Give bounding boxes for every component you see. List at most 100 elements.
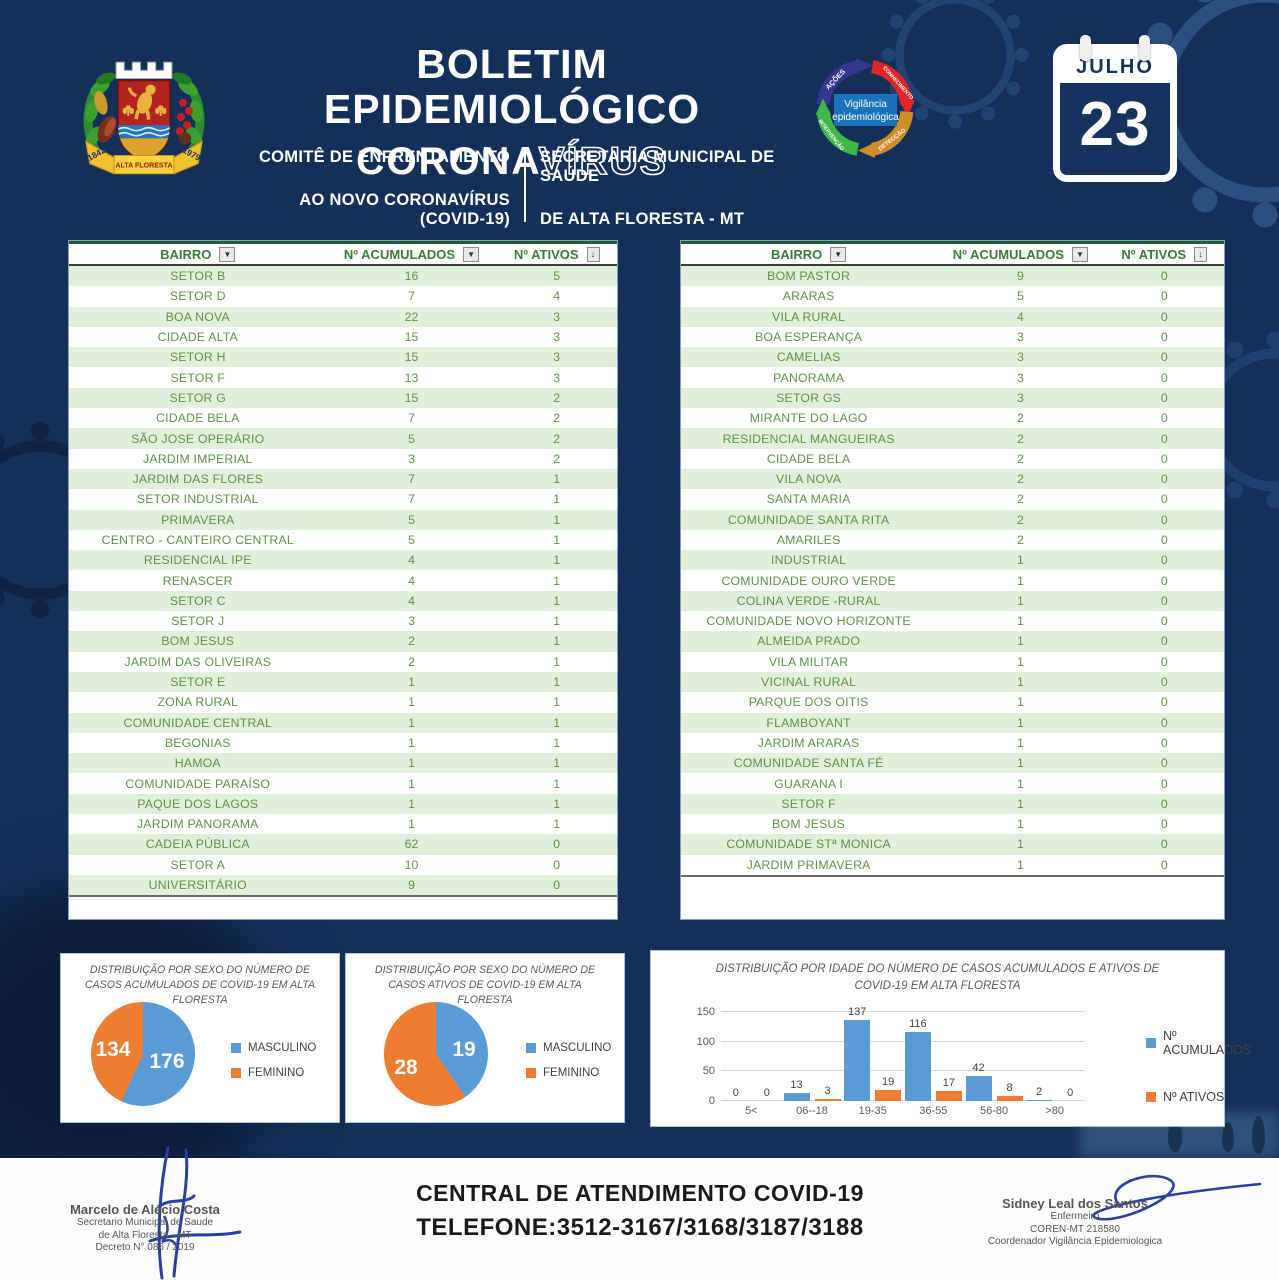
cell-acumulados: 62 bbox=[404, 837, 419, 852]
cell-bairro: COMUNIDADE PARAÍSO bbox=[125, 776, 271, 791]
title-virus-outline: VÍRUS bbox=[538, 139, 668, 184]
y-axis-tick: 150 bbox=[696, 1006, 715, 1018]
title-line-1: BOLETIM EPIDEMIOLÓGICO bbox=[323, 41, 701, 133]
cell-acumulados: 2 bbox=[1016, 411, 1024, 426]
bar-ativos bbox=[875, 1089, 902, 1101]
table-body: BOM PASTOR 9 0 ARARAS 5 0 VILA RURAL 4 0 BOA ESPE… bbox=[681, 266, 1224, 877]
table-row: CIDADE ALTA 15 3 bbox=[69, 327, 617, 347]
bar-value-label: 137 bbox=[847, 1005, 867, 1018]
cell-acumulados: 1 bbox=[1016, 817, 1024, 832]
bar-acumulados bbox=[1026, 1099, 1053, 1101]
cell-acumulados: 1 bbox=[1016, 715, 1024, 730]
filter-dropdown-icon[interactable]: ▼ bbox=[219, 246, 236, 262]
bar-acumulados bbox=[904, 1032, 931, 1101]
legend-label: Nº ACUMULADOS bbox=[1163, 1029, 1252, 1057]
bar-value-label: 42 bbox=[972, 1062, 985, 1075]
cycle-center-line-1: Vigilância bbox=[844, 99, 887, 110]
table-row: SETOR J 3 1 bbox=[69, 611, 617, 631]
sort-icon[interactable]: ↓ bbox=[1194, 246, 1208, 262]
x-axis-label: 36-55 bbox=[919, 1105, 948, 1117]
table-row: COMUNIDADE OURO VERDE 1 0 bbox=[681, 570, 1224, 590]
table-row: SANTA MARIA 2 0 bbox=[681, 489, 1224, 509]
bar-group: 0 0 5< bbox=[721, 1012, 782, 1117]
cell-ativos: 0 bbox=[1160, 411, 1168, 426]
calendar-clip-icon bbox=[1139, 35, 1150, 61]
cell-ativos: 0 bbox=[1160, 553, 1168, 568]
cell-bairro: COMUNIDADE SANTA RITA bbox=[727, 512, 890, 527]
table-row: BOM JESUS 1 0 bbox=[681, 814, 1224, 834]
background-droplet bbox=[1252, 1116, 1265, 1154]
pie-chart: 19 28 bbox=[384, 1002, 488, 1106]
call-center-title: CENTRAL DE ATENDIMENTO COVID-19 bbox=[416, 1180, 864, 1206]
calendar-day: 23 bbox=[1079, 90, 1151, 159]
cell-bairro: COMUNIDADE NOVO HORIZONTE bbox=[706, 614, 911, 629]
table-row: SETOR INDUSTRIAL 7 1 bbox=[69, 489, 617, 509]
cell-bairro: SETOR D bbox=[169, 289, 226, 304]
cell-bairro: MIRANTE DO LAGO bbox=[749, 411, 868, 426]
table-row: VILA MILITAR 1 0 bbox=[681, 652, 1224, 672]
bar-wrap: 8 bbox=[996, 1012, 1023, 1101]
sort-icon[interactable]: ↓ bbox=[586, 246, 600, 262]
cell-bairro: VILA NOVA bbox=[776, 472, 842, 487]
cell-bairro: AMARILES bbox=[776, 533, 841, 547]
cell-bairro: PANORAMA bbox=[773, 370, 845, 385]
cell-ativos: 0 bbox=[553, 857, 561, 872]
filter-dropdown-icon[interactable]: ▼ bbox=[1071, 246, 1088, 262]
pie-chart-accumulated-by-sex: DISTRIBUIÇÃO POR SEXO DO NÚMERO DE CASOS… bbox=[60, 953, 340, 1123]
bar-acumulados bbox=[783, 1093, 810, 1101]
signatory-role: Coordenador Vigilância Epidemiologica bbox=[987, 1236, 1163, 1247]
cell-acumulados: 1 bbox=[408, 756, 415, 771]
cell-bairro: COLINA VERDE -RURAL bbox=[736, 593, 881, 608]
y-axis-tick: 100 bbox=[696, 1035, 715, 1048]
cell-acumulados: 2 bbox=[1016, 533, 1024, 547]
cell-acumulados: 1 bbox=[1016, 695, 1024, 710]
cell-ativos: 0 bbox=[1160, 533, 1168, 547]
cell-acumulados: 1 bbox=[1016, 756, 1024, 771]
cell-bairro: VICINAL RURAL bbox=[761, 675, 857, 690]
cell-ativos: 3 bbox=[553, 350, 561, 365]
cell-bairro: SETOR H bbox=[169, 350, 226, 365]
bar-group: 116 17 36-55 bbox=[903, 1012, 964, 1117]
filter-dropdown-icon[interactable]: ▼ bbox=[830, 246, 847, 262]
table-row: JARDIM IMPERIAL 3 2 bbox=[69, 449, 617, 469]
legend-label: FEMININO bbox=[248, 1067, 305, 1079]
bar-wrap: 42 bbox=[965, 1012, 992, 1101]
gridline bbox=[721, 1100, 1085, 1101]
bar-wrap: 0 bbox=[754, 1012, 780, 1101]
cell-acumulados: 4 bbox=[1016, 309, 1024, 324]
table-row: JARDIM PANORAMA 1 1 bbox=[69, 814, 617, 834]
title-line-2: CORONAVÍRUS bbox=[222, 139, 802, 184]
cell-bairro: COMUNIDADE STª MONICA bbox=[726, 837, 891, 852]
cell-ativos: 1 bbox=[553, 735, 561, 750]
table-row: CIDADE BELA 7 2 bbox=[69, 408, 617, 428]
table-row: COMUNIDADE STª MONICA 1 0 bbox=[681, 834, 1224, 855]
signatory-decree: Decreto N° 086 / 2019 bbox=[95, 1242, 195, 1253]
epidemiological-surveillance-badge: AÇÕES CONHECIMENTO DETECÇÃO INTERVENÇÃO … bbox=[815, 58, 915, 158]
x-axis-label: 56-80 bbox=[979, 1105, 1009, 1117]
cell-ativos: 1 bbox=[553, 573, 561, 588]
legend-item-acumulados: Nº ACUMULADOS bbox=[1146, 1029, 1251, 1057]
bar-wrap: 19 bbox=[875, 1012, 902, 1101]
signatory-title: Secretario Municipal de Saude bbox=[76, 1217, 214, 1228]
cell-acumulados: 2 bbox=[408, 654, 415, 669]
table-row: SETOR E 1 1 bbox=[69, 671, 617, 693]
cell-bairro: SÃO JOSE OPERÁRIO bbox=[131, 431, 265, 446]
legend-swatch-blue bbox=[231, 1043, 241, 1053]
legend-label: FEMININO bbox=[543, 1067, 600, 1079]
legend-swatch-blue bbox=[1146, 1038, 1156, 1048]
bar-ativos bbox=[996, 1096, 1023, 1101]
cell-ativos: 0 bbox=[1160, 695, 1168, 710]
chart-legend: MASCULINO FEMININO bbox=[526, 1042, 611, 1079]
cell-acumulados: 1 bbox=[1016, 614, 1024, 629]
cell-acumulados: 1 bbox=[1016, 776, 1024, 791]
cell-ativos: 1 bbox=[553, 715, 561, 730]
cell-ativos: 1 bbox=[553, 553, 561, 568]
filter-dropdown-icon[interactable]: ▼ bbox=[463, 246, 480, 262]
cell-acumulados: 1 bbox=[1016, 837, 1024, 852]
pie-value-masculino: 176 bbox=[149, 1050, 185, 1073]
cell-acumulados: 3 bbox=[408, 451, 415, 466]
cell-ativos: 3 bbox=[553, 370, 561, 385]
cell-bairro: SETOR C bbox=[169, 593, 226, 608]
cell-acumulados: 1 bbox=[1016, 654, 1024, 669]
legend-swatch-orange bbox=[1146, 1092, 1156, 1102]
